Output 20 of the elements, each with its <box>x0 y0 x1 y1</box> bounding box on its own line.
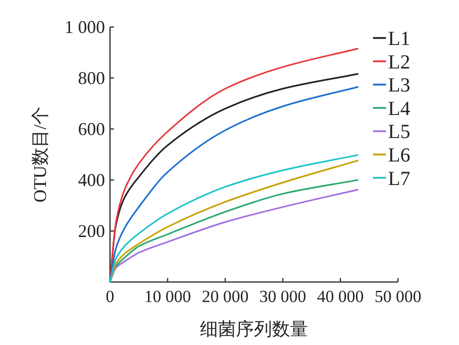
x-tick-label: 30 000 <box>259 287 306 306</box>
legend-label: L4 <box>388 98 410 120</box>
y-tick-label: 800 <box>78 68 105 88</box>
x-tick-label: 50 000 <box>374 287 422 306</box>
x-axis-title: 细菌序列数量 <box>200 319 308 339</box>
x-tick-label: 0 <box>106 287 114 306</box>
legend-label: L5 <box>388 121 410 144</box>
y-axis-title: OTU数目/个 <box>30 106 50 202</box>
x-tick-label: 20 000 <box>202 287 249 306</box>
y-tick-label: 200 <box>78 221 105 241</box>
x-tick-label: 10 000 <box>144 287 191 306</box>
legend-label: L7 <box>388 168 410 190</box>
y-tick-label: 600 <box>78 119 105 139</box>
legend-label: L2 <box>388 51 410 74</box>
y-tick-label: 1 000 <box>64 17 105 37</box>
legend-label: L6 <box>388 144 410 166</box>
x-tick-label: 40 000 <box>317 287 364 306</box>
y-tick-label: 400 <box>78 170 105 190</box>
legend-label: L1 <box>388 28 410 50</box>
legend-label: L3 <box>388 74 410 97</box>
